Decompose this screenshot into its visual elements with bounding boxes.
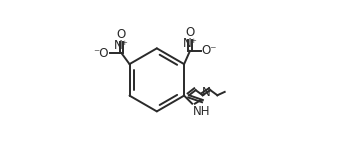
Text: ⁻O: ⁻O [93, 47, 109, 60]
Text: NH: NH [193, 105, 210, 118]
Text: N⁺: N⁺ [182, 37, 197, 50]
Text: N: N [202, 86, 211, 99]
Text: O: O [185, 26, 195, 39]
Text: N⁺: N⁺ [114, 39, 129, 52]
Text: O: O [117, 28, 126, 41]
Text: O⁻: O⁻ [202, 44, 217, 57]
